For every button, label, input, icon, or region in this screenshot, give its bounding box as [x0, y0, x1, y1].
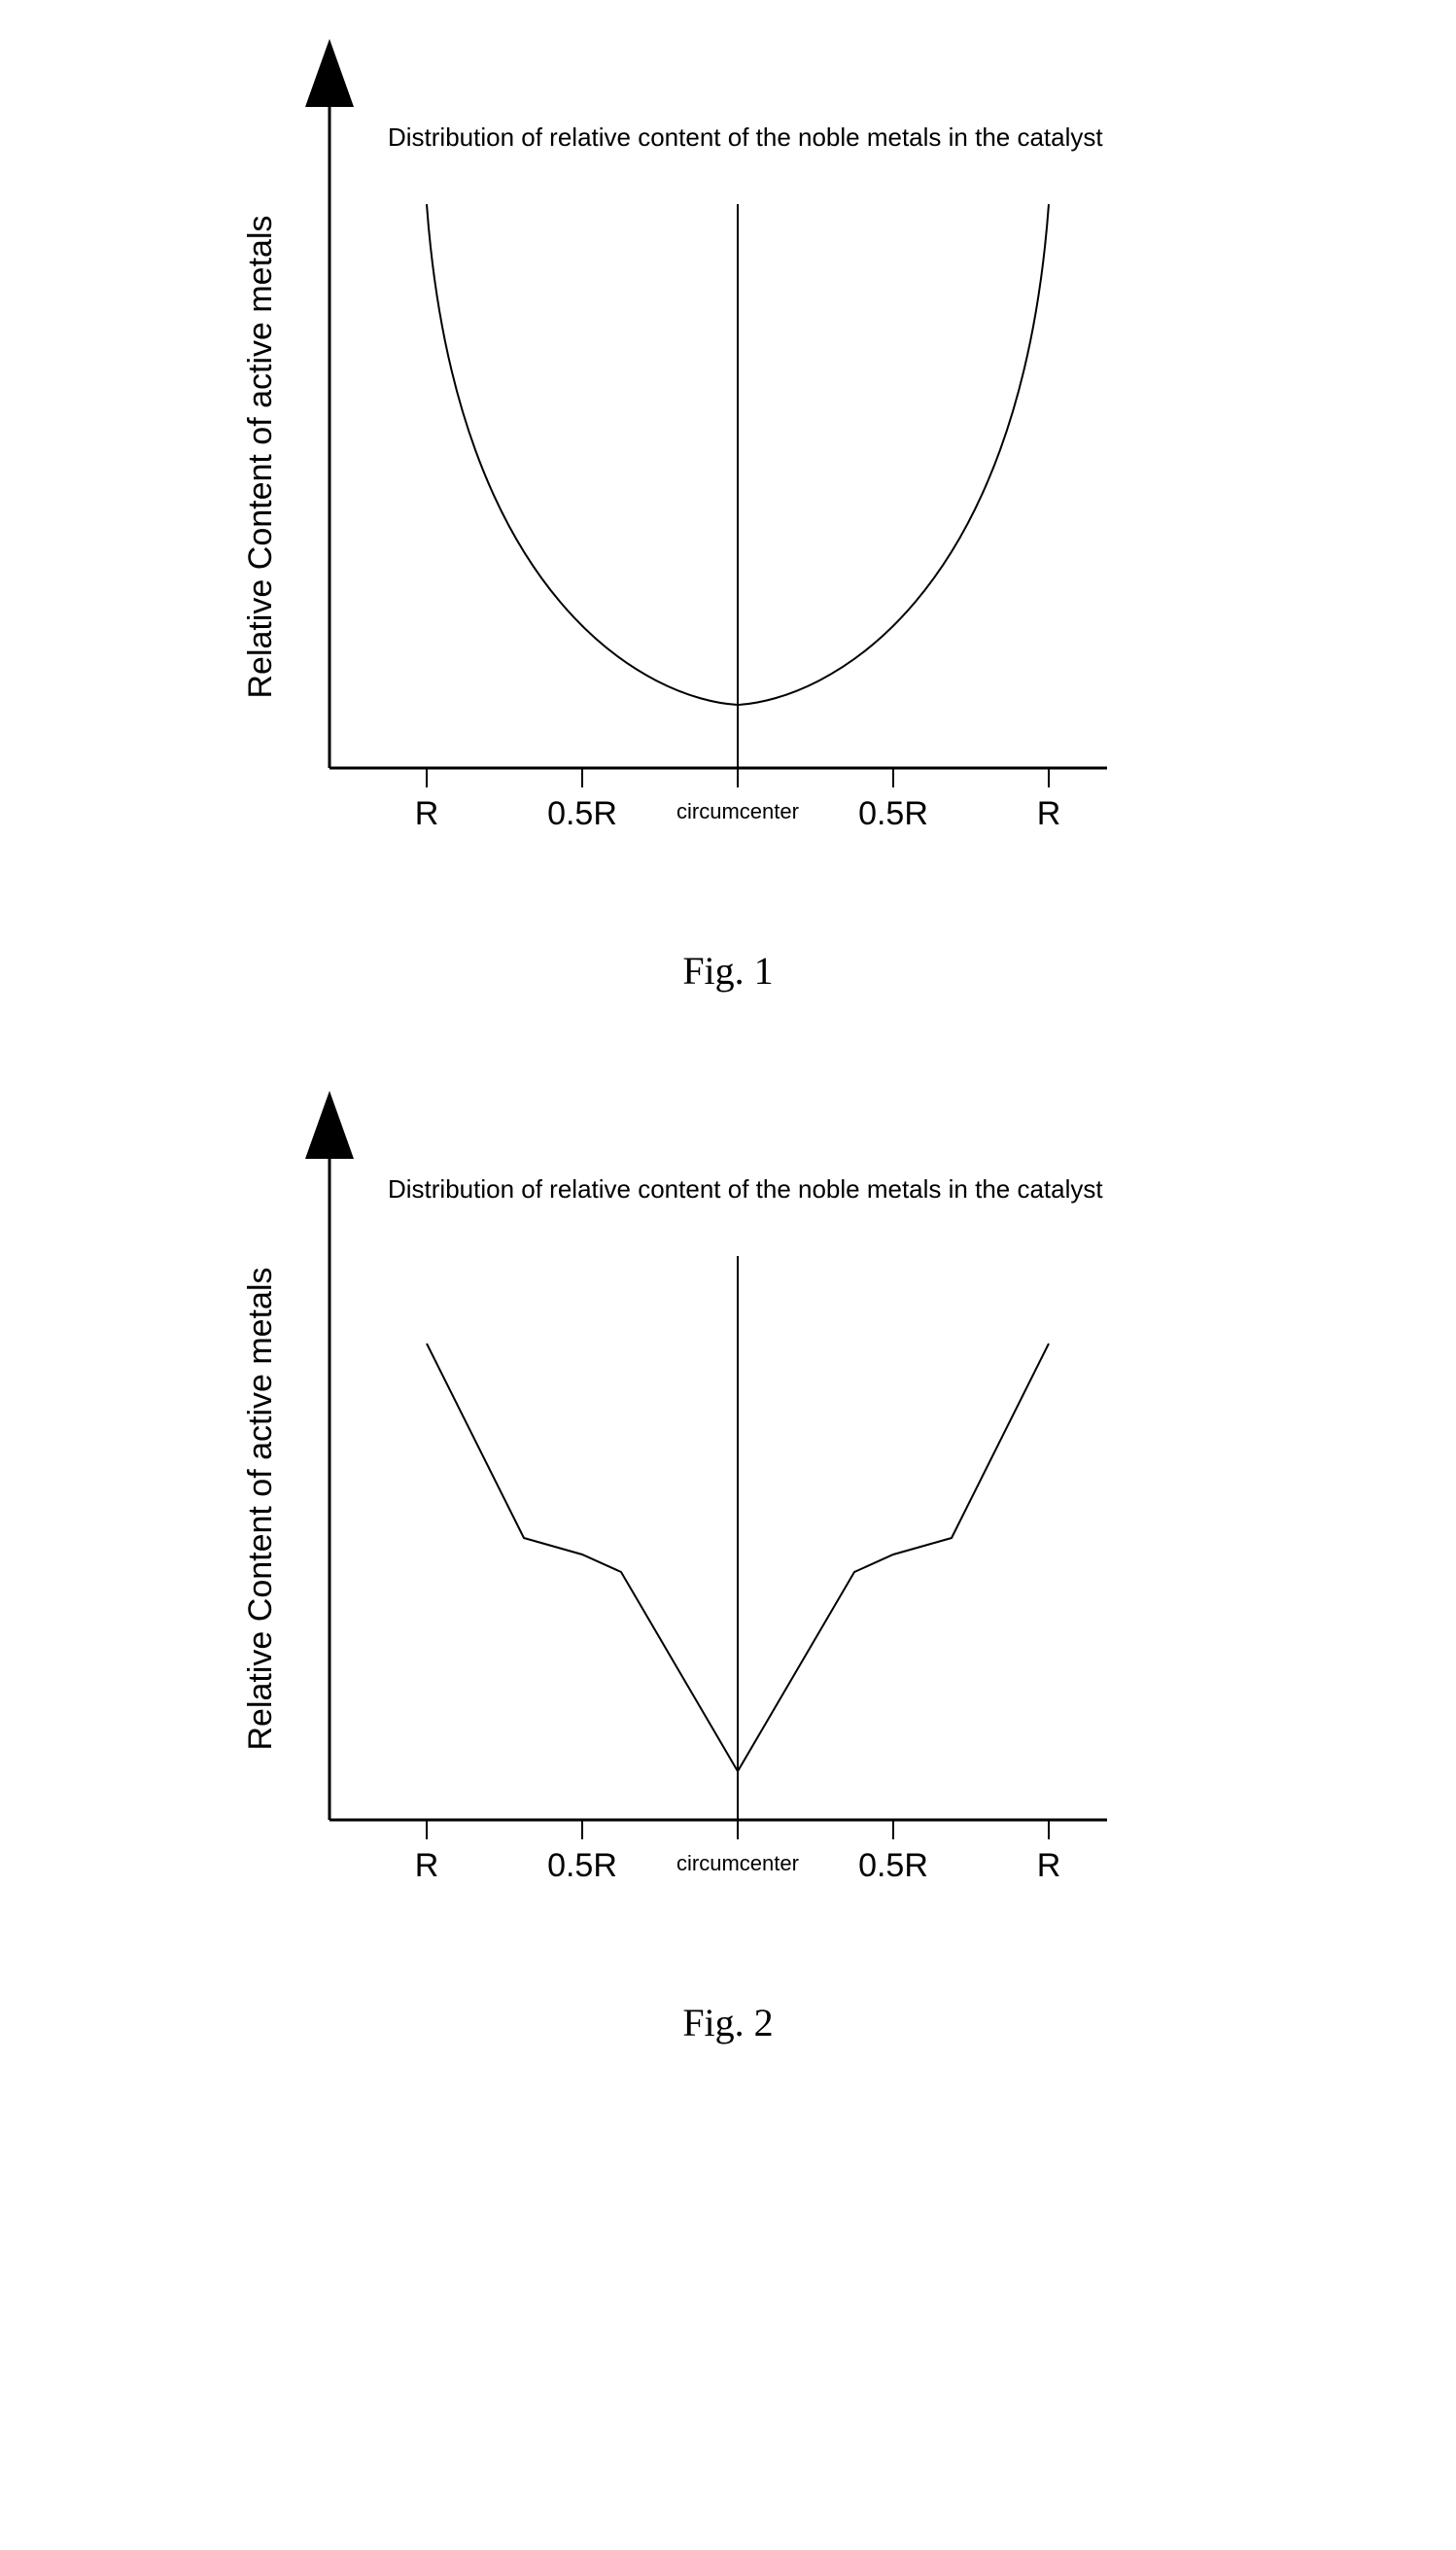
xtick-label: circumcenter [676, 799, 799, 823]
xtick-label: 0.5R [858, 1847, 928, 1884]
xtick-label: R [415, 1847, 439, 1884]
xtick-label: R [1037, 1847, 1061, 1884]
y-axis-label: Relative Content of active metals [242, 1267, 279, 1750]
chart-title: Distribution of relative content of the … [388, 1174, 1103, 1204]
xtick-label: circumcenter [676, 1851, 799, 1875]
x-ticks: R 0.5R circumcenter 0.5R R [415, 1820, 1061, 1884]
y-axis-arrow [305, 39, 354, 107]
xtick-label: 0.5R [547, 795, 617, 832]
xtick-label: 0.5R [547, 1847, 617, 1884]
chart-title: Distribution of relative content of the … [388, 122, 1103, 152]
x-ticks: R 0.5R circumcenter 0.5R R [415, 768, 1061, 832]
xtick-label: R [415, 795, 439, 832]
xtick-label: R [1037, 795, 1061, 832]
figure-1-caption: Fig. 1 [193, 948, 1263, 994]
y-axis-arrow [305, 1091, 354, 1159]
figure-2-chart: Distribution of relative content of the … [193, 1091, 1165, 1937]
figure-1-chart: Distribution of relative content of the … [193, 39, 1165, 885]
figure-1-block: Distribution of relative content of the … [193, 39, 1263, 994]
xtick-label: 0.5R [858, 795, 928, 832]
page: Distribution of relative content of the … [0, 0, 1456, 2045]
figure-2-caption: Fig. 2 [193, 2000, 1263, 2045]
y-axis-label: Relative Content of active metals [242, 215, 279, 698]
figure-2-block: Distribution of relative content of the … [193, 1091, 1263, 2045]
